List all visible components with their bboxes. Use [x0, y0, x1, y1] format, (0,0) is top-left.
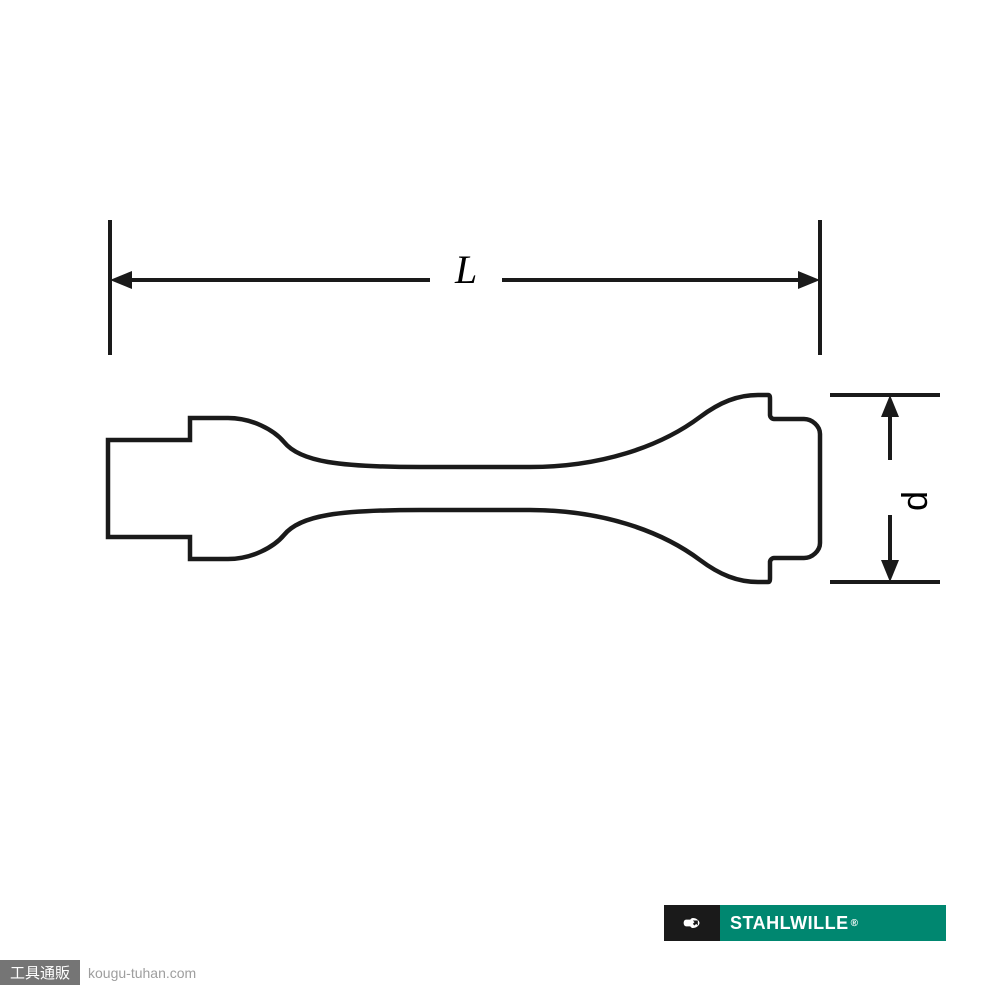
diagram-svg	[0, 0, 1000, 1000]
brand-name: STAHLWILLE®	[720, 905, 946, 941]
wrench-icon	[682, 913, 702, 933]
dim-d-arrow-top	[881, 395, 899, 417]
dimension-label-L: L	[455, 246, 477, 293]
registered-mark: ®	[851, 918, 859, 929]
brand-name-text: STAHLWILLE	[730, 913, 849, 934]
brand-logo: STAHLWILLE®	[664, 905, 946, 941]
watermark-url: kougu-tuhan.com	[88, 965, 196, 981]
dim-d-arrow-bottom	[881, 560, 899, 582]
dim-L-arrow-left	[110, 271, 132, 289]
dim-L-arrow-right	[798, 271, 820, 289]
technical-diagram: L d	[0, 0, 1000, 1000]
tool-outline	[108, 395, 820, 582]
brand-logo-icon-section	[664, 905, 720, 941]
watermark-label: 工具通販	[0, 960, 80, 985]
dimension-label-d: d	[894, 491, 936, 511]
watermark: 工具通販 kougu-tuhan.com	[0, 960, 196, 985]
